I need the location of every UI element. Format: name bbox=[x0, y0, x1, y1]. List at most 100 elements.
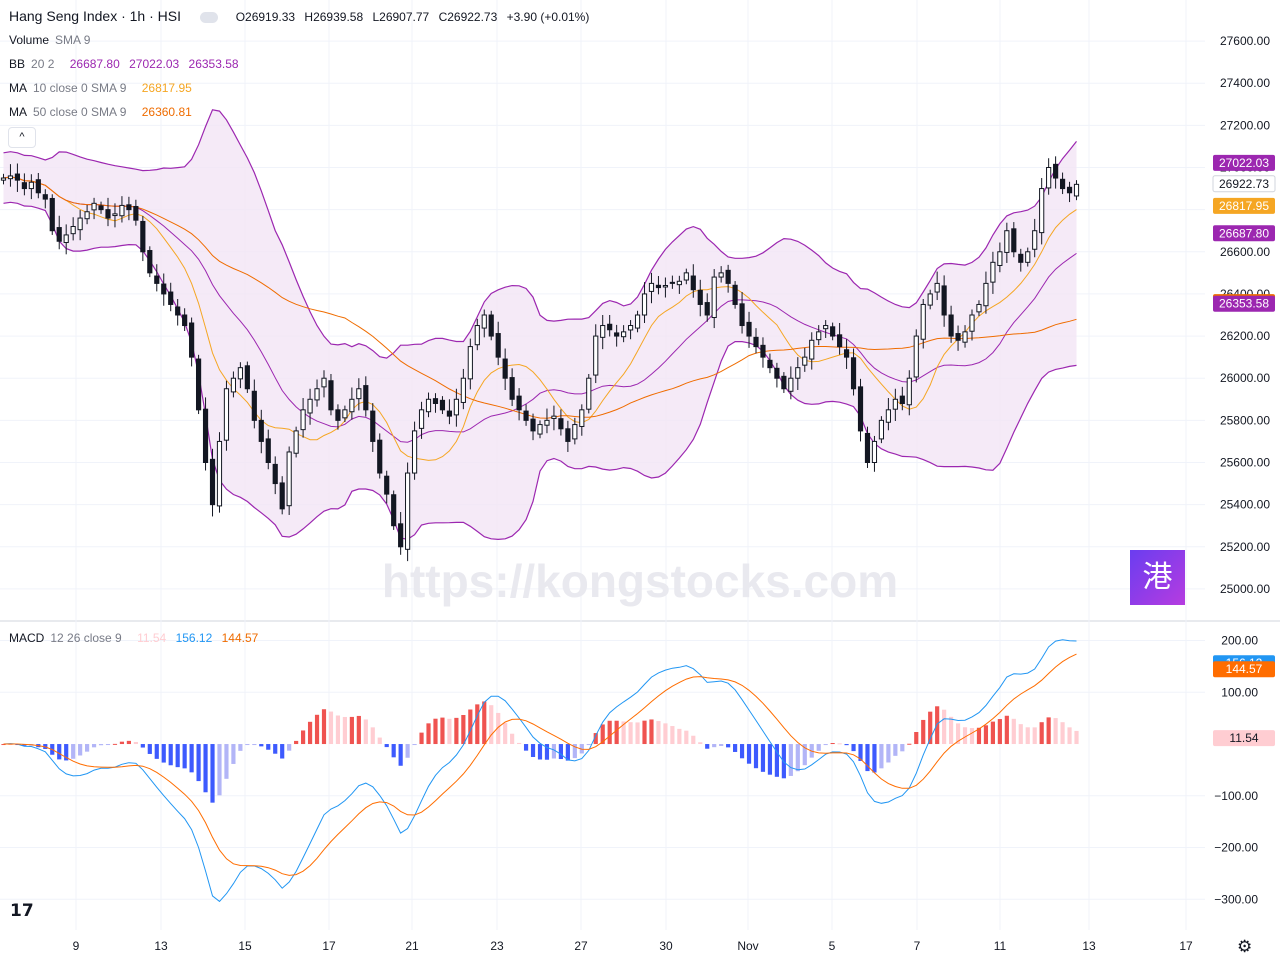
candle bbox=[913, 329, 919, 383]
time-tick-label: 21 bbox=[405, 939, 419, 953]
collapse-legend-button[interactable]: ^ bbox=[8, 127, 36, 148]
candle bbox=[91, 197, 97, 220]
macd-histogram-bar bbox=[949, 716, 954, 745]
symbol-title[interactable]: Hang Seng Index · 1h · HSI bbox=[9, 8, 181, 24]
candle-body bbox=[864, 432, 871, 463]
candle bbox=[405, 462, 411, 562]
price-label-text: 26922.73 bbox=[1219, 177, 1269, 191]
candle bbox=[627, 320, 634, 340]
legend-bb[interactable]: BB 20 2 26687.80 27022.03 26353.58 bbox=[9, 57, 245, 71]
macd-histogram-bar bbox=[733, 744, 738, 752]
candle-body bbox=[265, 438, 271, 463]
candle-body bbox=[823, 325, 829, 330]
macd-histogram-bar bbox=[147, 744, 152, 754]
legend-volume[interactable]: Volume SMA 9 bbox=[9, 33, 96, 47]
candle-body bbox=[607, 323, 613, 331]
legend-macd[interactable]: MACD 12 26 close 9 11.54 156.12 144.57 bbox=[9, 631, 264, 645]
candle-body bbox=[209, 458, 216, 506]
macd-histogram-bar bbox=[370, 727, 375, 745]
candle bbox=[830, 322, 836, 341]
candle bbox=[725, 264, 731, 293]
candle bbox=[14, 163, 21, 192]
candle-body bbox=[920, 303, 926, 340]
candle bbox=[175, 298, 181, 326]
price-axis[interactable]: 27600.0027400.0027200.0027000.0026800.00… bbox=[1212, 34, 1276, 906]
macd-histogram-bar bbox=[893, 744, 898, 756]
candle-body bbox=[189, 322, 195, 358]
macd-histogram-bar bbox=[461, 715, 466, 745]
candle bbox=[377, 433, 383, 479]
candle-body bbox=[488, 314, 494, 337]
candle bbox=[370, 403, 376, 452]
bb-fill-area bbox=[3, 109, 1077, 540]
macd-histogram-bar bbox=[705, 744, 710, 749]
price-tick-label: 25200.00 bbox=[1220, 540, 1270, 554]
ohlc-close: C26922.73 bbox=[438, 10, 498, 24]
macd-histogram-bar bbox=[377, 737, 382, 745]
candle-body bbox=[314, 388, 320, 401]
macd-histogram-bar bbox=[189, 744, 194, 773]
candle-body bbox=[997, 251, 1003, 266]
macd-histogram-bar bbox=[266, 744, 271, 750]
macd-histogram-bar bbox=[335, 715, 341, 745]
macd-histogram-bar bbox=[1018, 724, 1023, 745]
price-tick-label: 25000.00 bbox=[1220, 582, 1270, 596]
candle-body bbox=[467, 346, 473, 380]
candle bbox=[1059, 172, 1066, 195]
candle-body bbox=[363, 385, 369, 411]
macd-histogram-bar bbox=[997, 719, 1002, 745]
macd-histogram-bar bbox=[503, 722, 508, 745]
macd-histogram-bar bbox=[544, 744, 550, 760]
candle-body bbox=[237, 367, 243, 380]
visibility-icon[interactable] bbox=[200, 12, 219, 24]
candle bbox=[669, 275, 675, 289]
candle bbox=[56, 215, 62, 250]
candle bbox=[223, 380, 230, 451]
tv-logo-text: 17 bbox=[10, 901, 34, 921]
macd-tick-label: −300.00 bbox=[1214, 892, 1258, 906]
candle bbox=[739, 292, 745, 334]
candle-body bbox=[391, 494, 397, 527]
gear-icon[interactable]: ⚙ bbox=[1237, 937, 1253, 956]
candle-body bbox=[251, 390, 257, 421]
candle bbox=[112, 203, 118, 228]
legend-ma50[interactable]: MA 50 close 0 SMA 9 26360.81 bbox=[9, 105, 198, 119]
candle bbox=[140, 215, 146, 262]
candle-body bbox=[572, 424, 578, 440]
candle bbox=[516, 388, 522, 421]
candle bbox=[195, 354, 202, 415]
candle-body bbox=[182, 314, 188, 327]
legend-ma10[interactable]: MA 10 close 0 SMA 9 26817.95 bbox=[9, 81, 198, 95]
price-label-badge: 144.57 bbox=[1213, 661, 1275, 678]
candle bbox=[432, 393, 439, 413]
price-tick-label: 27600.00 bbox=[1220, 34, 1270, 48]
candle bbox=[307, 388, 313, 425]
price-label-text: 26817.95 bbox=[1219, 199, 1269, 213]
macd-histogram-bar bbox=[788, 744, 793, 776]
macd-histogram-bar bbox=[572, 744, 577, 759]
candle bbox=[1066, 181, 1073, 203]
time-tick-label: 15 bbox=[238, 939, 252, 953]
macd-histogram-bar bbox=[816, 744, 821, 751]
watermark-text: https://kongstocks.com bbox=[382, 555, 898, 607]
tradingview-logo-icon[interactable]: 17 bbox=[10, 901, 34, 921]
candle bbox=[906, 370, 912, 416]
time-axis[interactable]: 9 13 15 17 21 23 27 30 Nov 5 7 11 13 17 bbox=[73, 939, 1193, 953]
ma10-name: MA bbox=[9, 81, 27, 95]
macd-histogram-bar bbox=[663, 723, 668, 745]
candle-body bbox=[927, 293, 933, 306]
bb-basis-line bbox=[3, 176, 1077, 443]
candle bbox=[119, 196, 125, 223]
macd-histogram-bar bbox=[105, 744, 111, 746]
macd-histogram-bar bbox=[273, 744, 278, 754]
candle bbox=[154, 264, 160, 292]
macd-histogram-bar bbox=[161, 744, 166, 763]
kongstocks-logo-icon[interactable]: 港 bbox=[1130, 550, 1185, 605]
macd-histogram-bar bbox=[328, 711, 334, 745]
time-tick-label: 5 bbox=[829, 939, 836, 953]
macd-tick-label: 100.00 bbox=[1221, 685, 1258, 699]
candle-body bbox=[704, 302, 710, 316]
candle-body bbox=[655, 284, 662, 289]
candle bbox=[927, 289, 933, 310]
